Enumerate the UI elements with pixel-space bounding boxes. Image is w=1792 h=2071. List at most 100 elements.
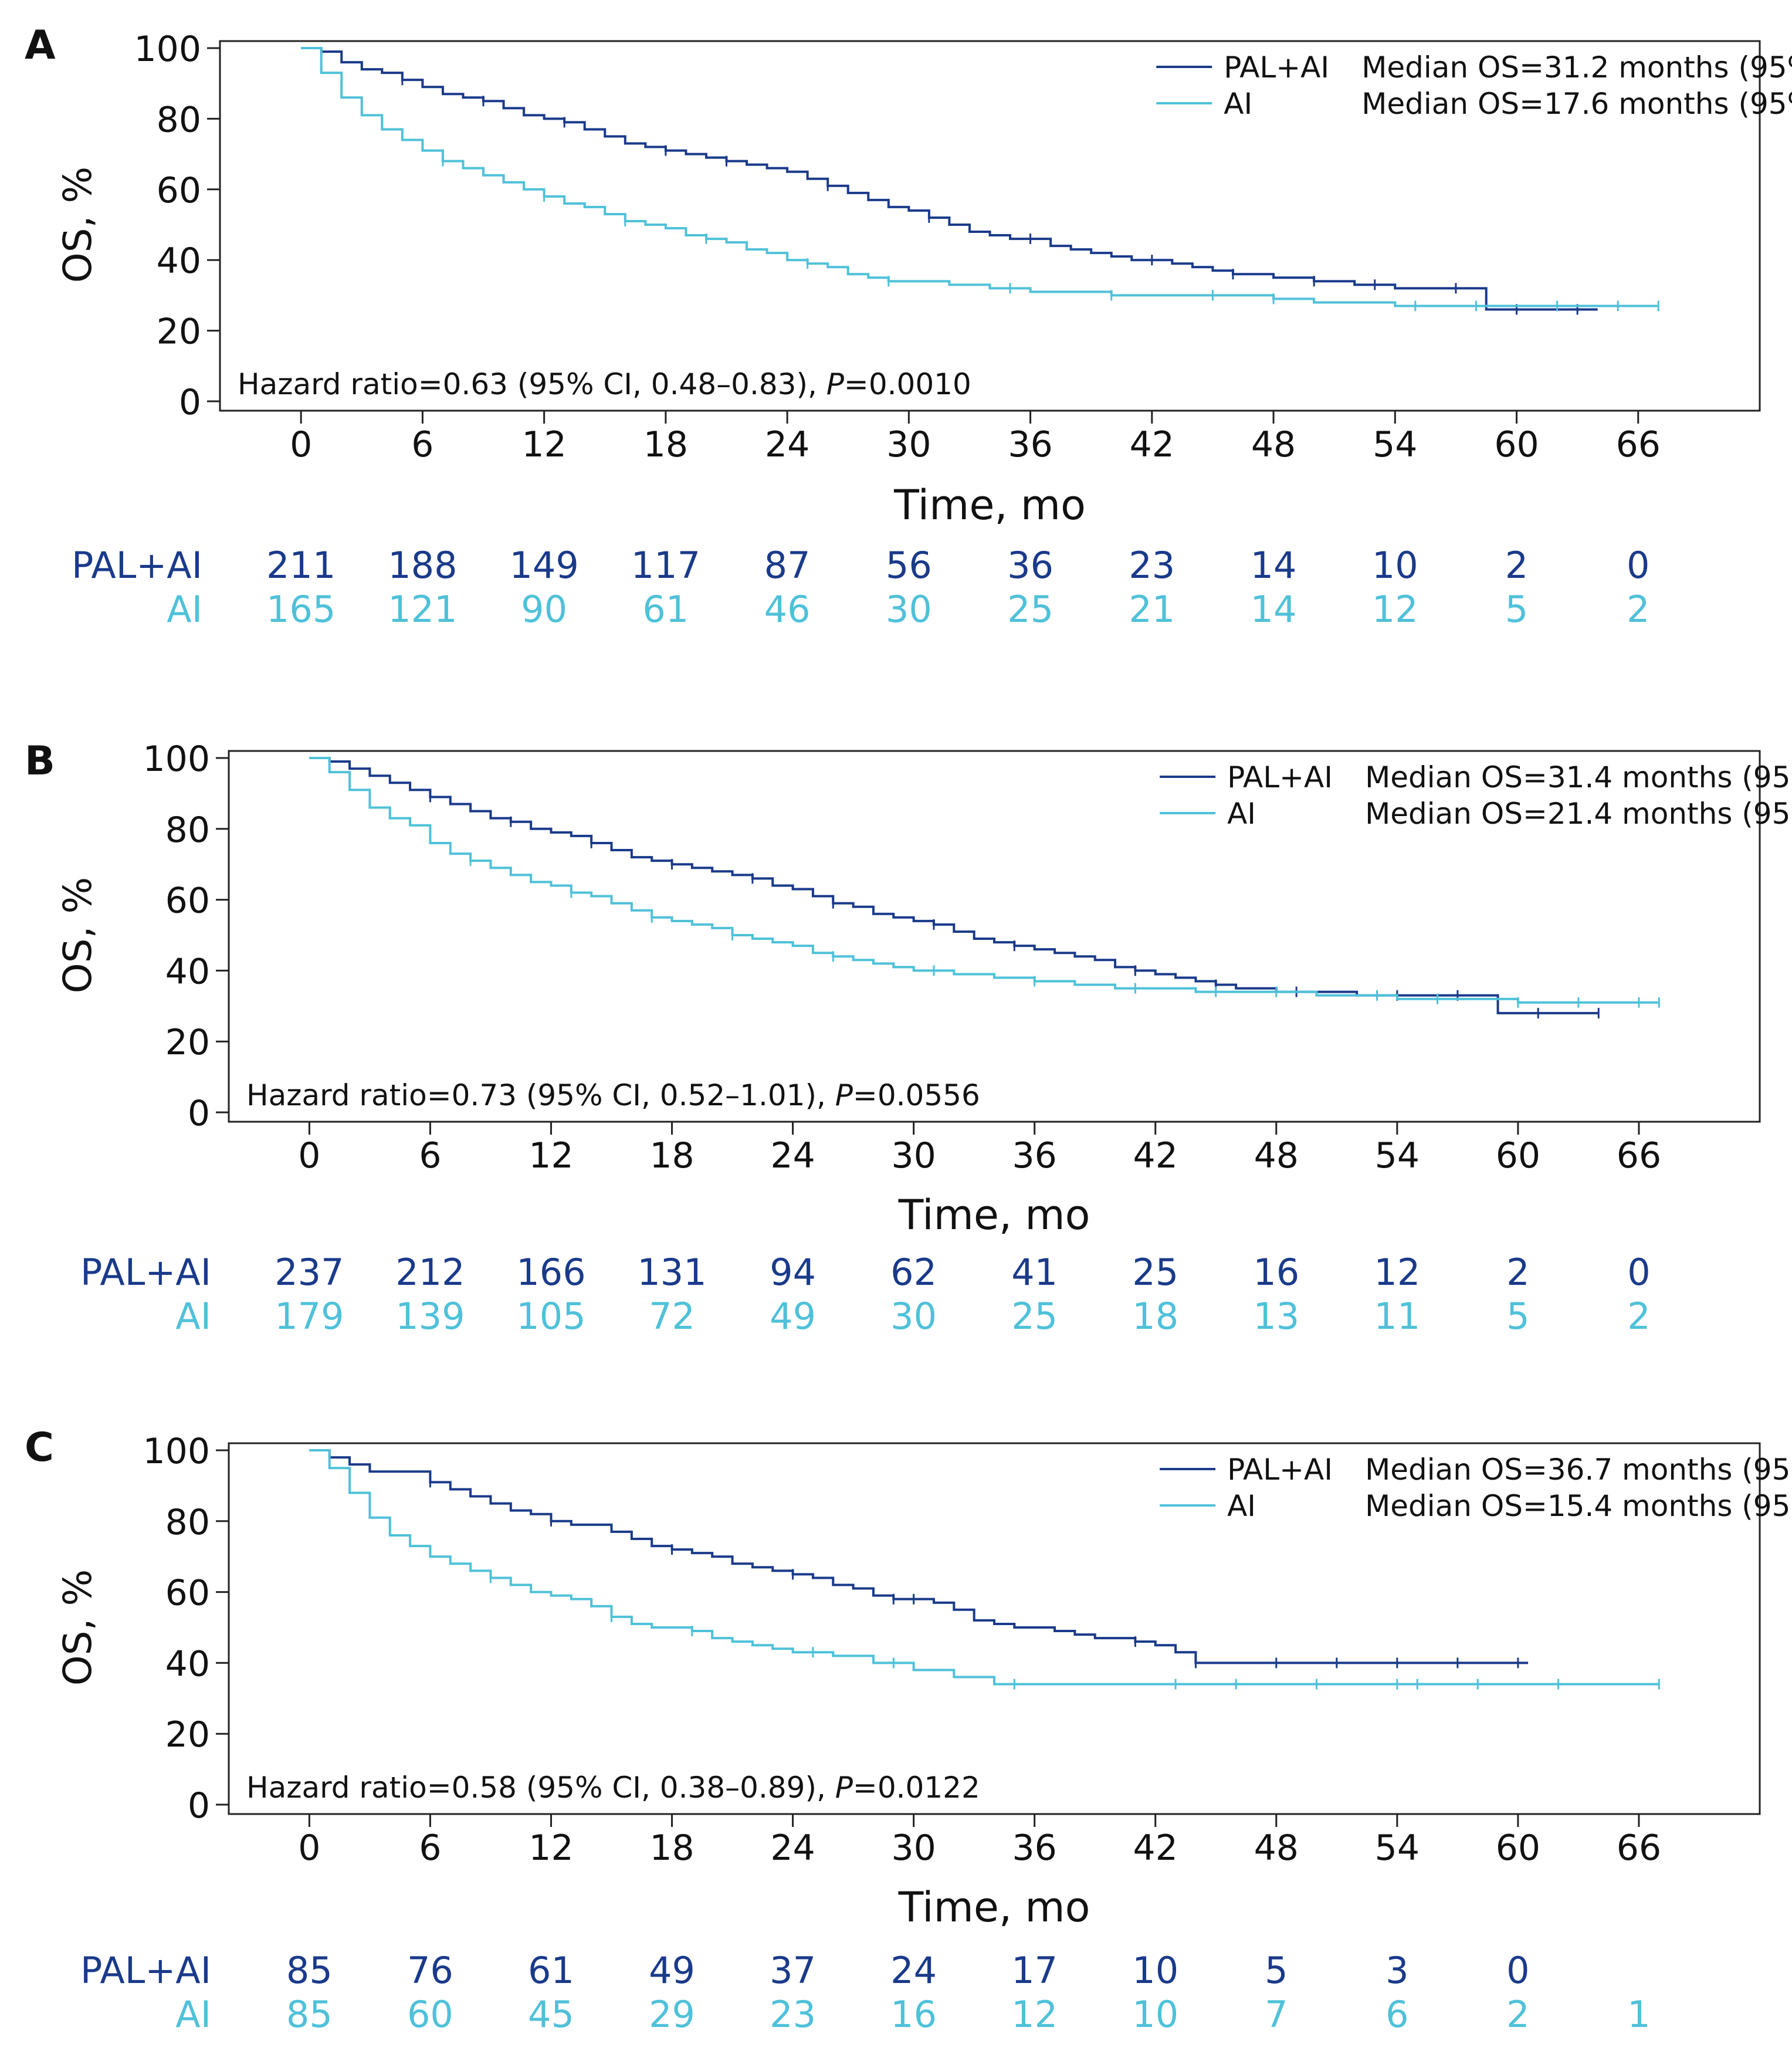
risk-value-pal_ai: 25: [1132, 1251, 1178, 1294]
x-tick-label: 30: [891, 1135, 936, 1176]
risk-value-ai: 30: [890, 1295, 937, 1338]
risk-value-pal_ai: 131: [637, 1251, 706, 1294]
y-tick-label: 20: [157, 312, 201, 353]
plot-frame: [228, 750, 1761, 1123]
series-line-ai: [301, 47, 1659, 307]
risk-value-ai: 7: [1265, 1993, 1288, 2036]
risk-row-label-pal_ai: PAL+AI: [80, 1251, 211, 1294]
risk-value-pal_ai: 37: [770, 1949, 816, 1992]
risk-value-ai: 30: [886, 588, 932, 631]
risk-value-pal_ai: 12: [1374, 1251, 1420, 1294]
risk-value-pal_ai: 0: [1506, 1949, 1529, 1992]
risk-value-pal_ai: 3: [1386, 1949, 1408, 1992]
risk-value-ai: 5: [1505, 588, 1528, 631]
y-tick-label: 40: [165, 951, 210, 992]
risk-value-pal_ai: 149: [509, 544, 578, 587]
risk-value-pal_ai: 56: [886, 544, 932, 587]
p-value: =0.0556: [853, 1078, 980, 1112]
risk-value-ai: 61: [642, 588, 689, 631]
risk-value-ai: 121: [388, 588, 457, 631]
legend-name-ai: AI: [1227, 797, 1256, 831]
p-value: =0.0122: [853, 1771, 980, 1805]
y-axis-label: OS, %: [55, 167, 100, 283]
p-label: P: [835, 1771, 853, 1805]
risk-value-ai: 12: [1011, 1993, 1058, 2036]
risk-value-pal_ai: 2: [1505, 544, 1528, 587]
y-axis-label: OS, %: [55, 1569, 100, 1686]
plot-frame: [219, 40, 1761, 412]
risk-value-ai: 165: [266, 588, 336, 631]
x-tick-label: 48: [1251, 424, 1296, 465]
series-line-ai: [309, 757, 1659, 1004]
risk-value-ai: 179: [275, 1295, 344, 1338]
risk-value-ai: 85: [286, 1993, 333, 2036]
hazard-ratio-annotation: Hazard ratio=0.63 (95% CI, 0.48–0.83), P…: [238, 367, 971, 401]
risk-value-ai: 49: [770, 1295, 816, 1338]
x-tick-label: 12: [529, 1135, 573, 1176]
y-tick-label: 100: [143, 739, 210, 780]
legend-median-pal_ai: Median OS=36.7 months (95% CI, 25.1–NE): [1365, 1453, 1792, 1487]
legend-median-ai: Median OS=17.6 months (95% CI, 13.0–22.6…: [1361, 87, 1792, 121]
y-tick-label: 60: [165, 1573, 210, 1614]
x-tick-label: 60: [1496, 1828, 1540, 1869]
risk-row-label-ai: AI: [175, 1295, 211, 1338]
risk-value-ai: 2: [1627, 588, 1649, 631]
x-axis-label: Time, mo: [898, 1883, 1090, 1931]
x-tick-label: 66: [1617, 1828, 1661, 1869]
series-line-pal_ai: [309, 1449, 1529, 1664]
risk-value-pal_ai: 14: [1251, 544, 1297, 587]
x-tick-label: 6: [419, 1828, 441, 1869]
y-tick-label: 0: [188, 1093, 210, 1134]
x-tick-label: 66: [1616, 424, 1661, 465]
risk-value-ai: 12: [1372, 588, 1418, 631]
risk-value-pal_ai: 5: [1265, 1949, 1288, 1992]
risk-value-ai: 13: [1253, 1295, 1299, 1338]
risk-value-ai: 25: [1007, 588, 1053, 631]
p-value: =0.0010: [844, 367, 971, 401]
risk-value-ai: 29: [649, 1993, 695, 2036]
risk-value-pal_ai: 237: [275, 1251, 344, 1294]
y-tick-label: 40: [165, 1643, 210, 1684]
risk-value-pal_ai: 62: [890, 1251, 937, 1294]
legend-name-pal_ai: PAL+AI: [1227, 1453, 1333, 1487]
x-tick-label: 42: [1130, 424, 1174, 465]
risk-row-label-pal_ai: PAL+AI: [80, 1949, 211, 1992]
x-tick-label: 6: [411, 424, 433, 465]
risk-value-pal_ai: 85: [286, 1949, 333, 1992]
risk-value-pal_ai: 24: [890, 1949, 937, 1992]
risk-value-ai: 18: [1132, 1295, 1178, 1338]
plot-frame: [228, 1442, 1761, 1815]
risk-value-ai: 2: [1627, 1295, 1650, 1338]
hazard-ratio-text: Hazard ratio=0.63 (95% CI, 0.48–0.83),: [238, 367, 826, 401]
risk-value-ai: 1: [1627, 1993, 1650, 2036]
hazard-ratio-annotation: Hazard ratio=0.73 (95% CI, 0.52–1.01), P…: [246, 1078, 980, 1112]
legend-name-ai: AI: [1224, 87, 1252, 121]
risk-value-ai: 16: [890, 1993, 937, 2036]
risk-value-pal_ai: 16: [1253, 1251, 1299, 1294]
x-tick-label: 54: [1373, 424, 1417, 465]
x-tick-label: 18: [649, 1828, 694, 1869]
x-tick-label: 42: [1133, 1135, 1178, 1176]
x-tick-label: 30: [886, 424, 931, 465]
risk-value-pal_ai: 36: [1007, 544, 1053, 587]
risk-value-pal_ai: 188: [388, 544, 457, 587]
y-tick-label: 80: [165, 810, 210, 851]
y-tick-label: 100: [143, 1431, 210, 1472]
risk-value-pal_ai: 0: [1627, 544, 1649, 587]
risk-row-label-ai: AI: [167, 588, 202, 631]
risk-value-ai: 60: [407, 1993, 453, 2036]
risk-value-ai: 2: [1506, 1993, 1529, 2036]
hazard-ratio-text: Hazard ratio=0.73 (95% CI, 0.52–1.01),: [246, 1078, 835, 1112]
panel-label: C: [25, 1424, 54, 1471]
risk-value-ai: 139: [395, 1295, 465, 1338]
risk-value-ai: 90: [521, 588, 567, 631]
risk-value-pal_ai: 2: [1506, 1251, 1529, 1294]
risk-value-pal_ai: 87: [764, 544, 811, 587]
risk-value-ai: 25: [1011, 1295, 1058, 1338]
x-tick-label: 36: [1008, 424, 1052, 465]
panel-label: B: [25, 738, 55, 784]
legend-median-ai: Median OS=21.4 months (95% CI, 14.8–31.6…: [1365, 797, 1792, 831]
risk-value-pal_ai: 211: [266, 544, 336, 587]
